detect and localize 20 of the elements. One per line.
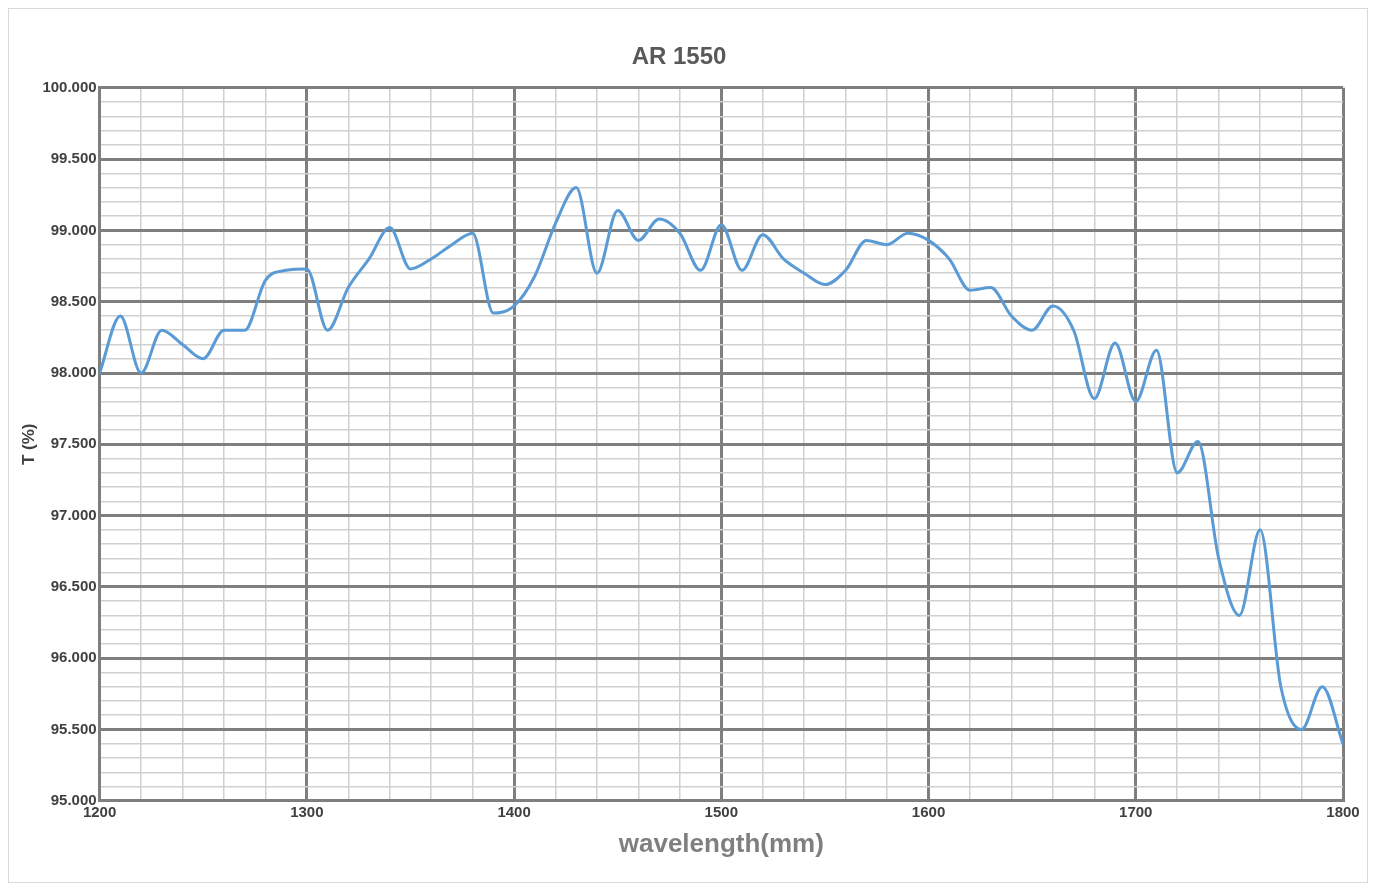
y-tick-label: 97.000 [50,505,97,523]
y-tick-label: 100.000 [42,77,97,95]
x-tick-label: 1300 [290,802,324,820]
y-axis-title: T (%) [18,423,38,466]
y-tick-label: 98.000 [50,363,97,381]
y-tick-label: 96.500 [50,577,97,595]
y-tick-label: 95.500 [50,719,97,737]
x-tick-label: 1800 [1326,802,1360,820]
x-tick-label: 1500 [704,802,738,820]
chart-title: AR 1550 [631,42,727,70]
line-series [99,186,1343,746]
y-tick-label: 99.000 [50,220,97,238]
y-tick-label: 97.500 [50,434,97,452]
x-tick-label: 1600 [911,802,946,820]
y-tick-label: 96.000 [50,648,97,666]
x-tick-label: 1700 [1119,802,1153,820]
y-tick-label: 98.500 [50,291,97,309]
x-tick-label: 1400 [497,802,531,820]
x-axis-title: wavelength(mm) [617,827,824,858]
y-tick-label: 99.500 [50,149,97,167]
